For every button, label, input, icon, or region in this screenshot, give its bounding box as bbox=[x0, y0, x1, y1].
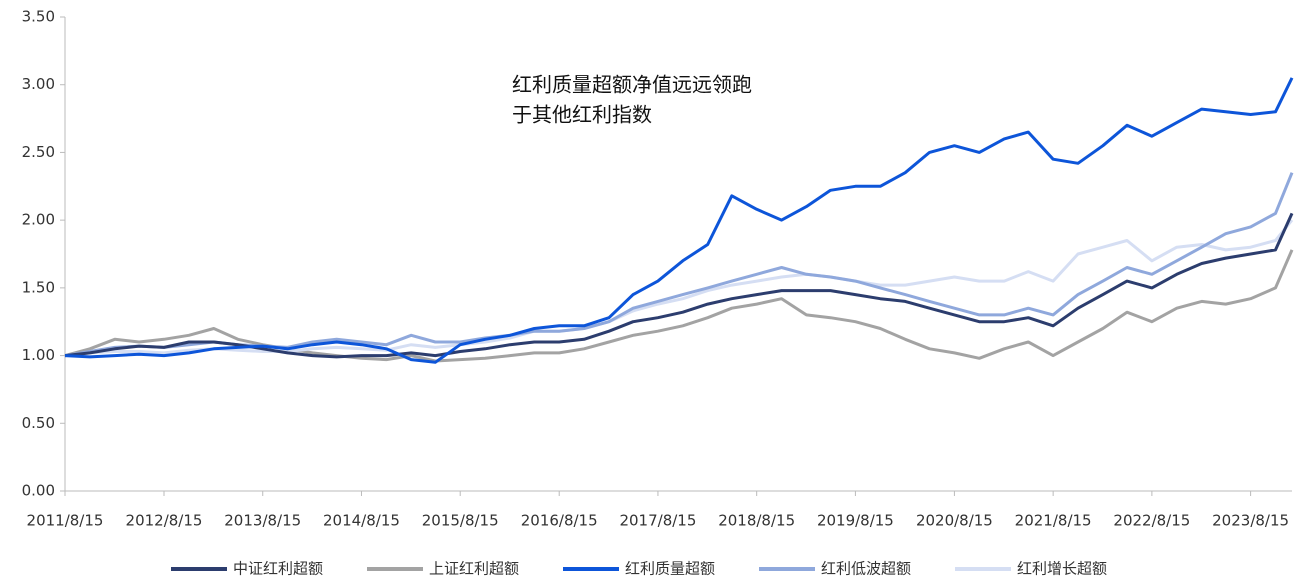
x-tick-label: 2019/8/15 bbox=[817, 512, 894, 530]
legend-label: 上证红利超额 bbox=[429, 560, 519, 578]
series-line bbox=[64, 77, 1294, 364]
y-tick-label: 3.50 bbox=[22, 8, 55, 26]
series-line bbox=[64, 219, 1294, 358]
y-tick-label: 1.50 bbox=[22, 278, 55, 296]
x-tick-label: 2012/8/15 bbox=[126, 512, 203, 530]
y-tick-label: 2.50 bbox=[22, 143, 55, 161]
x-tick-label: 2014/8/15 bbox=[323, 512, 400, 530]
x-tick-label: 2021/8/15 bbox=[1015, 512, 1092, 530]
legend-label: 中证红利超额 bbox=[233, 560, 323, 578]
x-tick-label: 2020/8/15 bbox=[916, 512, 993, 530]
y-tick-label: 0.50 bbox=[22, 414, 55, 432]
x-tick-label: 2013/8/15 bbox=[224, 512, 301, 530]
series-line bbox=[64, 212, 1294, 359]
annotation: 红利质量超额净值远远领跑 bbox=[512, 73, 752, 97]
x-tick-label: 2016/8/15 bbox=[521, 512, 598, 530]
y-tick-label: 0.00 bbox=[22, 482, 55, 500]
legend-label: 红利低波超额 bbox=[821, 560, 911, 578]
y-tick-label: 3.00 bbox=[22, 75, 55, 93]
annotation: 于其他红利指数 bbox=[512, 103, 652, 127]
x-tick-label: 2017/8/15 bbox=[619, 512, 696, 530]
x-tick-label: 2023/8/15 bbox=[1212, 512, 1289, 530]
x-tick-label: 2015/8/15 bbox=[422, 512, 499, 530]
y-tick-label: 1.00 bbox=[22, 346, 55, 364]
x-tick-label: 2011/8/15 bbox=[27, 512, 104, 530]
x-tick-label: 2022/8/15 bbox=[1113, 512, 1190, 530]
x-tick-label: 2018/8/15 bbox=[718, 512, 795, 530]
y-tick-label: 2.00 bbox=[22, 211, 55, 229]
legend-label: 红利质量超额 bbox=[625, 560, 715, 578]
legend-label: 红利增长超额 bbox=[1017, 560, 1107, 578]
